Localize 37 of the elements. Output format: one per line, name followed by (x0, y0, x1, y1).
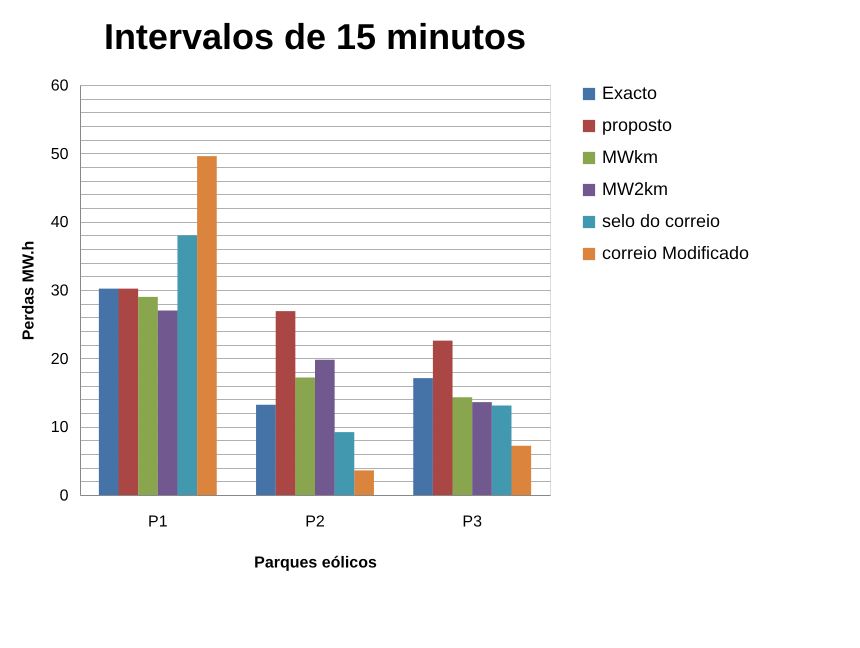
y-tick-label: 50 (50, 146, 69, 163)
legend-label: Exacto (602, 83, 658, 103)
bar (334, 432, 354, 495)
bar (413, 378, 433, 495)
bar (276, 311, 296, 495)
bar (452, 397, 472, 495)
bar (177, 235, 198, 495)
chart-title: Intervalos de 15 minutos (104, 16, 526, 57)
x-axis-title: Parques eólicos (254, 554, 377, 572)
bar (354, 470, 374, 495)
y-tick-label: 10 (50, 419, 69, 436)
bar (432, 340, 453, 495)
bar (492, 405, 512, 495)
legend-label: MWkm (602, 147, 658, 167)
legend-label: MW2km (602, 179, 668, 199)
bar (256, 404, 276, 495)
y-tick-label: 30 (50, 282, 69, 300)
bar (118, 288, 138, 495)
bar (197, 156, 217, 495)
x-tick-label: P1 (148, 514, 168, 530)
bar (511, 446, 532, 495)
bar (158, 310, 178, 495)
bar (315, 360, 335, 495)
y-tick-label: 40 (50, 214, 69, 232)
bar (98, 288, 119, 495)
legend-label: proposto (602, 115, 672, 135)
bar (295, 377, 315, 495)
legend-label: correio Modificado (602, 243, 750, 263)
legend-label: selo do correio (602, 211, 720, 231)
y-tick-label: 20 (50, 350, 69, 368)
y-axis-title: Perdas MW.h (20, 240, 38, 340)
x-tick-label: P2 (305, 514, 325, 530)
bar (472, 402, 492, 495)
bar (138, 296, 158, 495)
y-tick-label: 0 (60, 488, 69, 504)
x-tick-label: P3 (462, 514, 482, 530)
y-tick-label: 60 (50, 78, 69, 94)
